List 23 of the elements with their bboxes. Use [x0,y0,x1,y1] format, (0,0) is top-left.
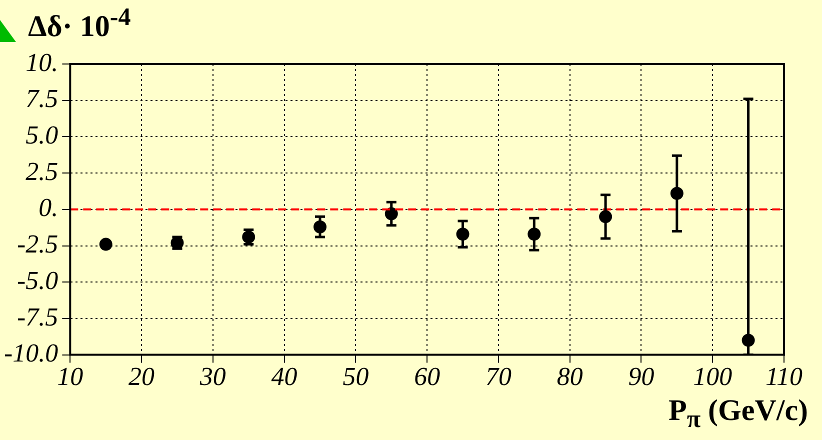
y-tick-label: 7.5 [26,84,58,114]
y-tick-label: 5.0 [26,120,58,150]
x-tick-label: 80 [556,362,583,392]
x-tick-label: 20 [128,362,155,392]
x-tick-label: 10 [57,362,84,392]
y-tick-label: 0. [38,193,58,222]
x-tick-label: 90 [628,362,654,392]
x-tick-label: 40 [271,362,298,392]
y-tick-label: -10.0 [4,338,58,368]
y-axis-title: Δδ· 10$^{-4}$ [28,4,131,44]
y-tick-label: -2.5 [16,230,58,259]
y-tick-label: 10. [26,48,58,77]
x-tick-label: 70 [485,362,512,392]
x-tick-label: 50 [342,362,369,392]
y-tick-label: 2.5 [26,156,58,186]
x-tick-label: 60 [414,362,440,392]
x-tick-label: 110 [765,362,803,392]
x-tick-label: 30 [198,362,226,392]
point [99,238,112,251]
x-axis-title: P$_{π}$ (GeV/c) [668,394,808,434]
y-tick-label: -7.5 [16,302,58,332]
y-tick-label: -5.0 [16,266,58,295]
x-tick-label: 100 [693,362,732,392]
